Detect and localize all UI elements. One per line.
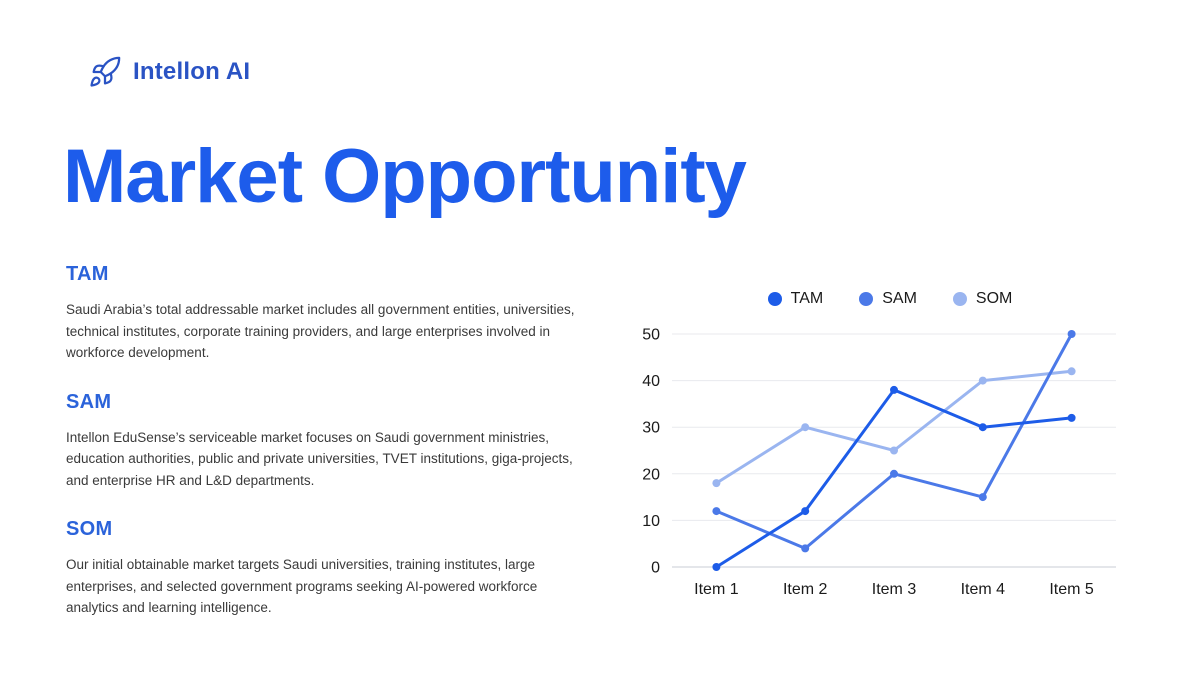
legend-dot-sam [859,292,874,306]
chart-legend: TAM SAM SOM [630,290,1150,308]
legend-label-som: SOM [975,290,1013,307]
svg-text:20: 20 [642,466,660,483]
legend-dot-tam [767,292,782,306]
market-sections: TAM Saudi Arabia’s total addressable mar… [66,263,586,646]
svg-text:10: 10 [642,513,660,530]
legend-label-sam: SAM [882,290,917,307]
section-heading-som: SOM [66,518,113,540]
line-chart: 0 10 20 30 40 50 Item 1 Item 2 Item 3 Item 4 Item … [642,327,1116,598]
svg-text:30: 30 [642,420,660,437]
svg-text:Item 1: Item 1 [694,581,739,598]
svg-text:Item 5: Item 5 [1049,581,1094,598]
logo: Intellon AI [88,55,250,89]
section-heading-sam: SAM [66,390,112,413]
svg-text:0: 0 [651,560,660,577]
section-som: SOM Our initial obtainable market target… [66,518,586,619]
section-body-som: Our initial obtainable market targets Sa… [66,557,538,615]
legend-item-tam: TAM [767,290,824,308]
page-title: Market Opportunity [63,134,747,219]
section-body-tam: Saudi Arabia’s total addressable market … [66,302,575,360]
svg-text:40: 40 [642,373,660,390]
section-heading-tam: TAM [66,263,109,285]
section-sam: SAM Intellon EduSense’s serviceable mark… [66,391,586,492]
svg-text:Item 4: Item 4 [961,581,1006,598]
svg-text:50: 50 [642,327,660,344]
rocket-icon [88,55,122,89]
section-body-sam: Intellon EduSense’s serviceable market f… [66,429,573,488]
section-tam: TAM Saudi Arabia’s total addressable mar… [66,263,586,364]
logo-text: Intellon AI [133,58,251,85]
legend-item-sam: SAM [859,290,917,308]
svg-text:Item 2: Item 2 [783,581,828,598]
legend-item-som: SOM [952,290,1013,308]
legend-dot-som [952,292,967,306]
svg-text:Item 3: Item 3 [872,581,917,598]
legend-label-tam: TAM [790,290,824,307]
